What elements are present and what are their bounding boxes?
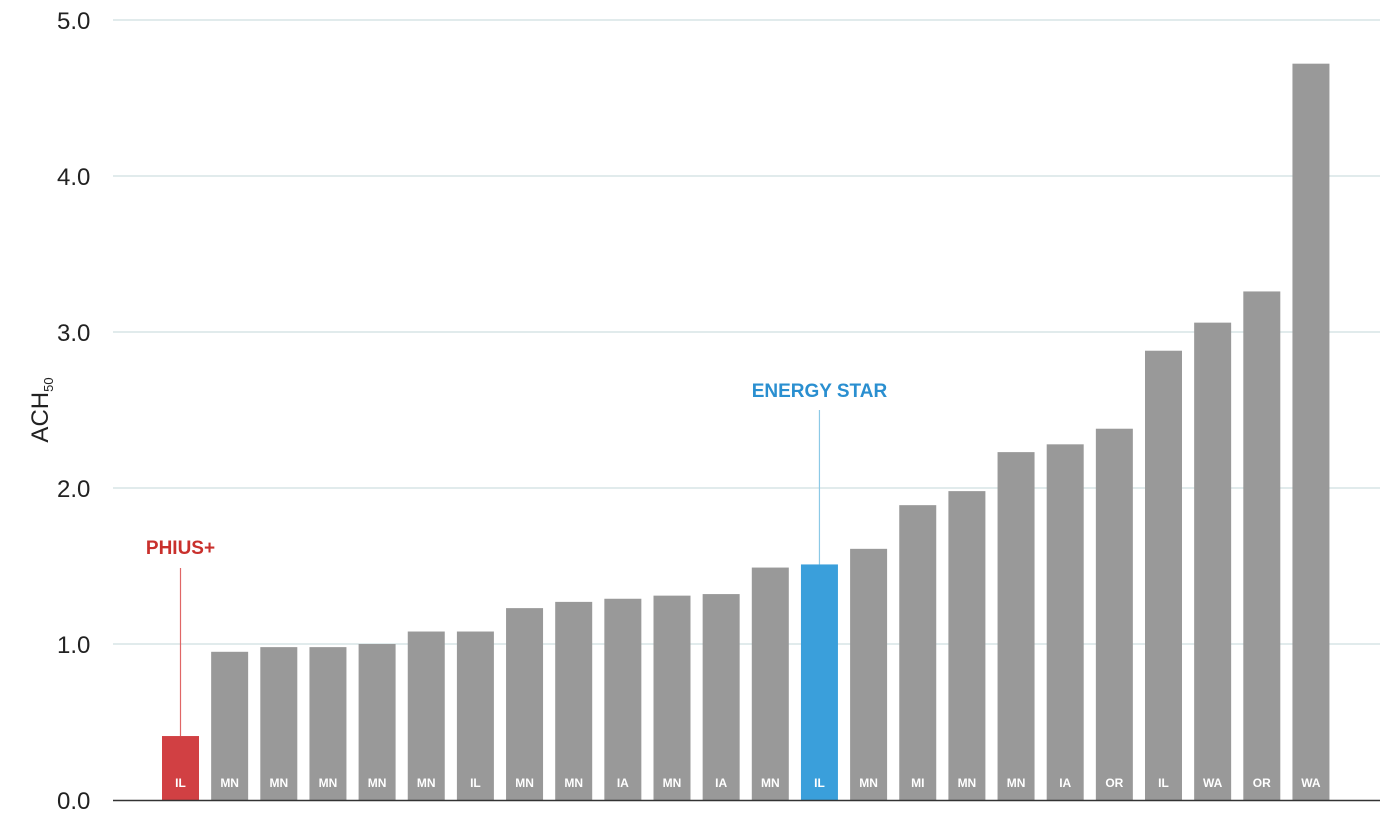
bar	[1095, 428, 1133, 800]
bar-label: IA	[617, 776, 629, 790]
bar	[309, 647, 347, 800]
bar	[850, 548, 888, 800]
bar-label: OR	[1105, 776, 1123, 790]
bar	[456, 631, 494, 800]
bar-label: IA	[1059, 776, 1071, 790]
bar-label: MN	[859, 776, 878, 790]
bar	[260, 647, 298, 800]
bar	[899, 505, 937, 800]
y-tick-label: 3.0	[57, 320, 90, 347]
bar-label: IL	[470, 776, 481, 790]
grid-lines	[113, 19, 1380, 645]
y-axis-label: ACH50	[27, 377, 56, 442]
bar-label: MN	[368, 776, 387, 790]
bar	[211, 651, 249, 800]
bar-label: IL	[1158, 776, 1169, 790]
bar	[506, 608, 544, 800]
bar-label: MN	[269, 776, 288, 790]
y-tick-label: 1.0	[57, 632, 90, 659]
bars: IL MN MN MN MN MN IL MN MN IA MN IA MN IL MN MI MN MN IA OR…	[162, 63, 1330, 801]
bar	[1292, 63, 1330, 801]
bar-label: MN	[958, 776, 977, 790]
bar-label: MN	[417, 776, 436, 790]
bar	[1243, 291, 1281, 800]
annotation-label: ENERGY STAR	[752, 381, 888, 402]
annotations: PHIUS+ ENERGY STAR	[146, 381, 888, 737]
y-tick-label: 4.0	[57, 164, 90, 191]
y-tick-label: 5.0	[57, 8, 90, 35]
bar-label: OR	[1253, 776, 1271, 790]
bar	[948, 491, 986, 800]
bar-label: MN	[515, 776, 534, 790]
bar-label: MN	[663, 776, 682, 790]
bar	[162, 736, 199, 800]
bar	[407, 631, 445, 800]
bar-label: IA	[715, 776, 727, 790]
y-axis-ticks: 0.0 1.0 2.0 3.0 4.0 5.0	[57, 8, 90, 815]
bar-label: MN	[220, 776, 239, 790]
bar	[653, 595, 691, 800]
bar-label: WA	[1301, 776, 1321, 790]
bar	[604, 598, 642, 800]
bar-label: MN	[319, 776, 338, 790]
y-axis-label-subscript: 50	[41, 377, 56, 391]
bar	[1145, 350, 1182, 800]
bar-label: IL	[814, 776, 825, 790]
bar-label: MI	[911, 776, 924, 790]
bar	[1046, 444, 1084, 800]
bar-label: IL	[175, 776, 186, 790]
bar	[800, 564, 838, 800]
bar-label: MN	[564, 776, 583, 790]
y-tick-label: 0.0	[57, 788, 90, 815]
bar-label: MN	[761, 776, 780, 790]
bar	[1194, 322, 1232, 800]
bar	[997, 452, 1035, 800]
y-axis-label-main: ACH	[27, 392, 54, 443]
annotation-label: PHIUS+	[146, 538, 215, 559]
bar-label: MN	[1007, 776, 1026, 790]
bar	[751, 567, 789, 800]
bar	[555, 601, 593, 800]
bar	[358, 644, 396, 800]
bar-label: WA	[1203, 776, 1223, 790]
bar	[702, 594, 740, 800]
y-tick-label: 2.0	[57, 476, 90, 503]
